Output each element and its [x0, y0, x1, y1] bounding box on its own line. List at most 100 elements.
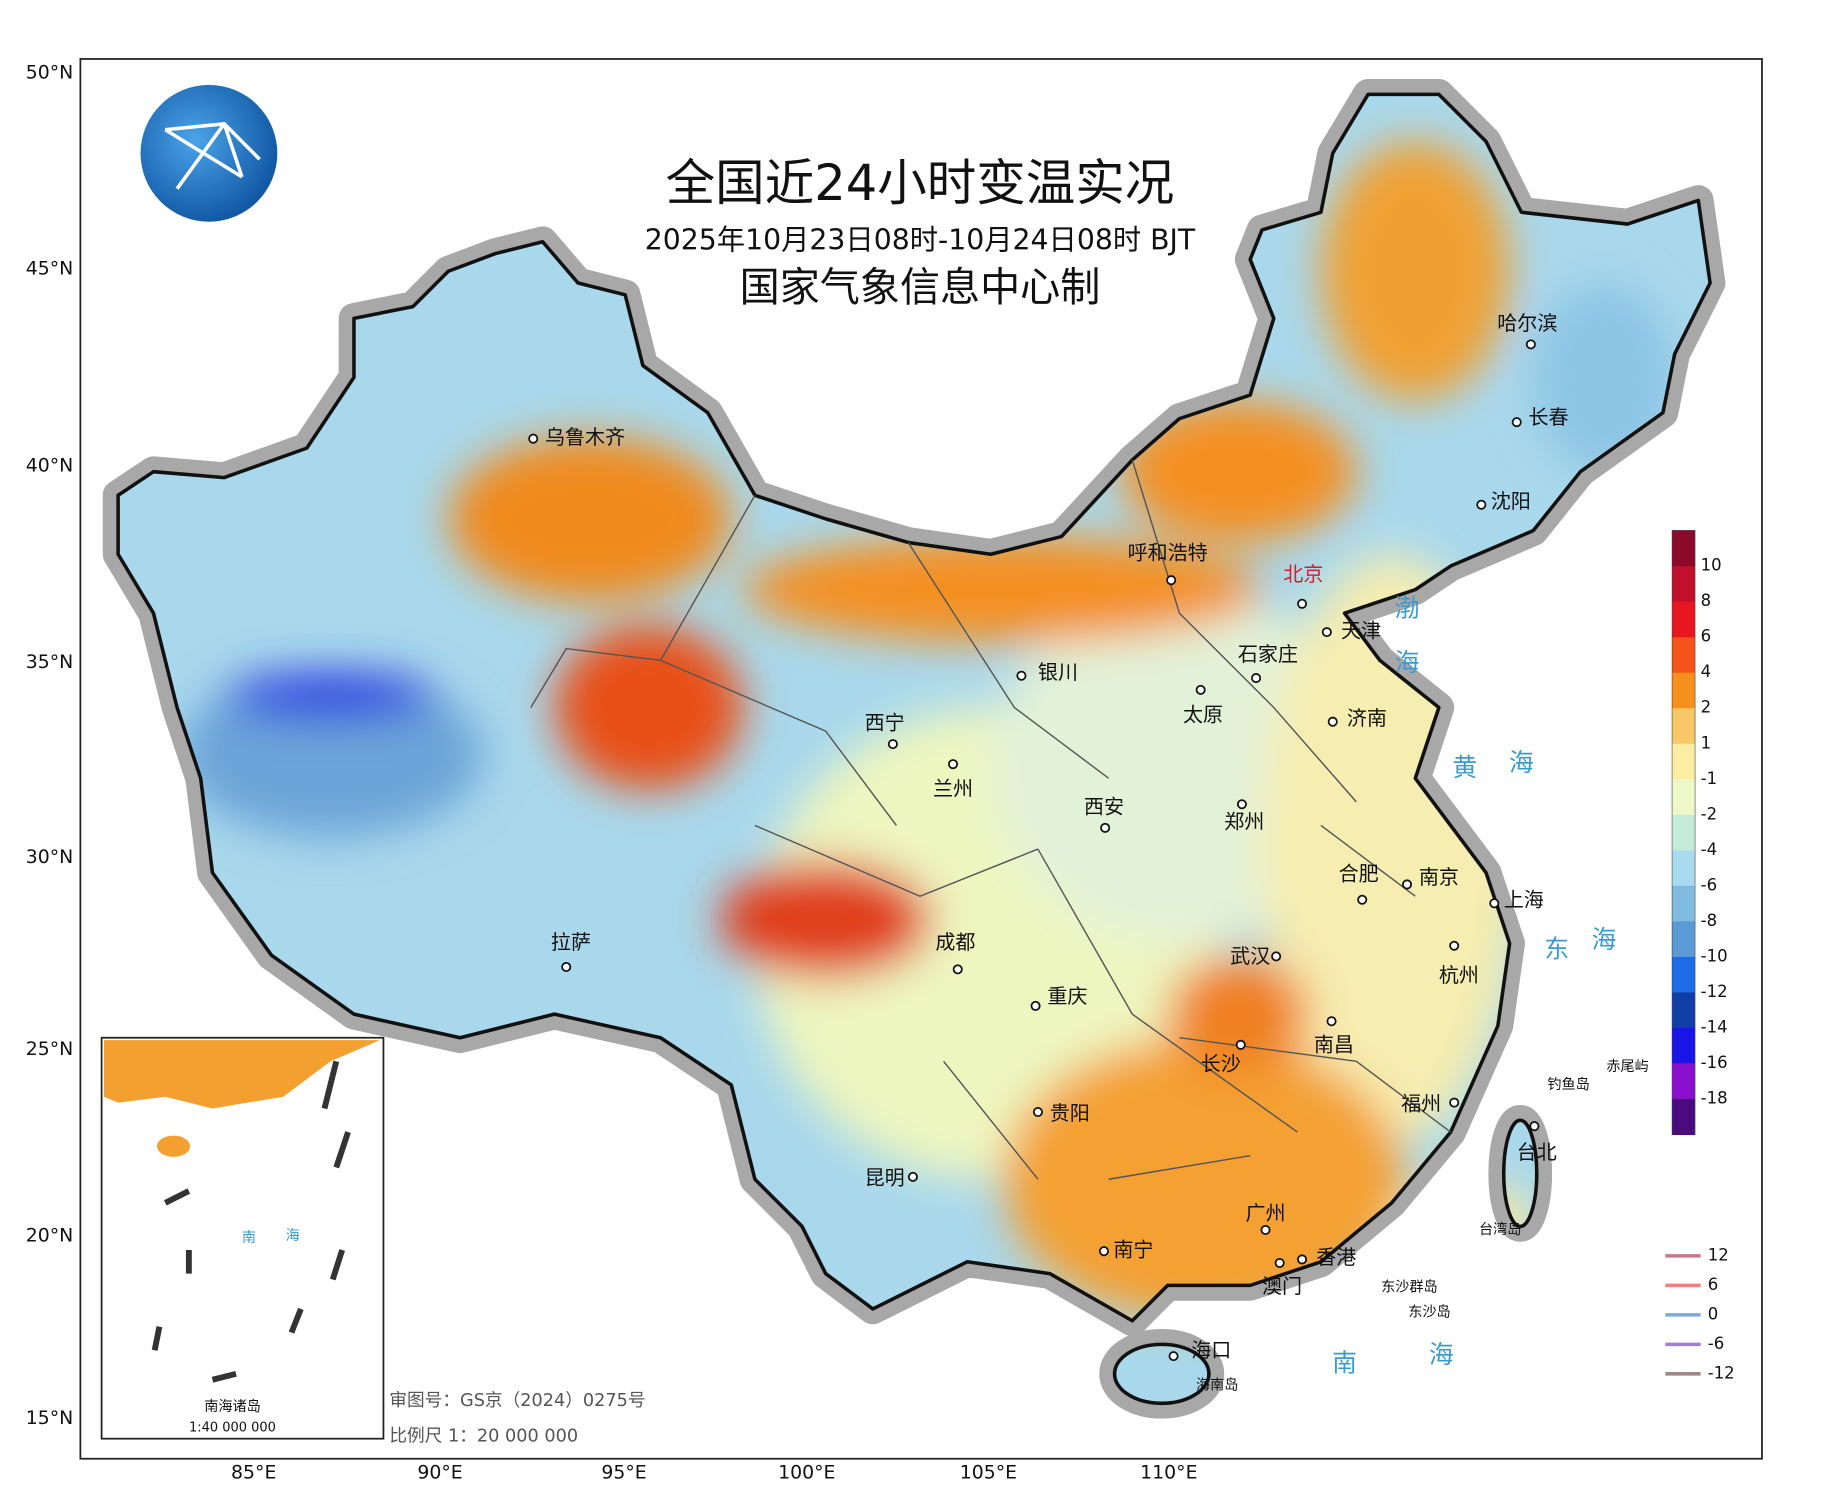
island-label: 东沙群岛 [1381, 1280, 1438, 1296]
island-label: 台湾岛 [1479, 1221, 1521, 1238]
city-label: 南宁 [1113, 1238, 1153, 1262]
water-label: 东 [1544, 934, 1569, 963]
city-dot [948, 759, 959, 770]
city-dot [1321, 627, 1332, 638]
legend-swatch [1672, 1063, 1695, 1100]
longitude-label: 105°E [960, 1461, 1017, 1483]
logo [140, 84, 278, 222]
city-label: 南昌 [1314, 1032, 1354, 1056]
legend-label: 8 [1701, 591, 1712, 610]
legend-swatch [1672, 637, 1695, 674]
water-label: 渤 [1395, 594, 1420, 623]
water-label: 海 [1395, 648, 1420, 677]
city-label: 长沙 [1201, 1051, 1241, 1075]
city-dot [1016, 670, 1027, 681]
city-label: 重庆 [1047, 984, 1087, 1008]
latitude-label: 35°N [26, 651, 74, 673]
water-label: 海 [1592, 925, 1617, 954]
legend-label: 10 [1701, 556, 1722, 575]
city-dot [1271, 951, 1282, 962]
latitude-label: 20°N [26, 1224, 74, 1246]
legend-swatch [1672, 992, 1695, 1029]
city-dot [1100, 822, 1111, 833]
latitude-label: 25°N [26, 1038, 74, 1060]
island-label: 海南岛 [1196, 1378, 1238, 1394]
latitude-label: 45°N [26, 257, 74, 279]
legend-swatch [1672, 743, 1695, 780]
legend-swatch [1672, 814, 1695, 851]
city-dot [1326, 1016, 1337, 1027]
city-dot [1402, 879, 1413, 890]
legend-swatch [1672, 1027, 1695, 1064]
longitude-label: 90°E [417, 1461, 462, 1483]
legend-swatch [1672, 1098, 1695, 1136]
island-label: 赤尾屿 [1606, 1059, 1648, 1075]
city-label: 呼和浩特 [1128, 541, 1208, 565]
city-dot [1476, 499, 1487, 510]
inset-water-label: 南 [242, 1230, 256, 1246]
map-subtitle: 2025年10月23日08时-10月24日08时 BJT [645, 224, 1196, 257]
legend-label: 1 [1701, 733, 1712, 752]
map-title: 全国近24小时变温实况 [666, 154, 1175, 212]
legend-swatch [1672, 672, 1695, 709]
legend-swatch [1672, 956, 1695, 993]
longitude-label: 100°E [778, 1461, 835, 1483]
legend-label: -4 [1701, 840, 1717, 859]
inset-scale: 1:40 000 000 [189, 1421, 276, 1436]
city-label: 香港 [1316, 1245, 1356, 1269]
legend-swatch [1672, 708, 1695, 745]
province-borders [530, 459, 1452, 1180]
legend-label: -18 [1701, 1088, 1728, 1107]
legend-swatch [1672, 530, 1695, 567]
city-dot [1357, 894, 1368, 905]
legend-label: -16 [1701, 1053, 1728, 1072]
city-dot [1529, 1121, 1540, 1132]
city-dot [1030, 1000, 1041, 1011]
city-dot [1235, 1039, 1246, 1050]
city-label: 哈尔滨 [1497, 311, 1557, 335]
city-label: 沈阳 [1491, 489, 1531, 513]
city-dot [1297, 598, 1308, 609]
island-label: 东沙岛 [1408, 1305, 1450, 1321]
legend-swatch [1672, 921, 1695, 958]
city-dot [528, 433, 539, 444]
approval-number: 审图号：GS京（2024）0275号 [389, 1390, 645, 1411]
legend-swatch [1672, 850, 1695, 887]
legend-label: -8 [1701, 911, 1717, 930]
legend-label: -10 [1701, 946, 1728, 965]
city-label: 昆明 [865, 1166, 905, 1190]
city-label: 杭州 [1439, 963, 1479, 987]
inset-name: 南海诸岛 [204, 1399, 261, 1415]
city-label: 合肥 [1339, 862, 1379, 886]
city-label: 澳门 [1262, 1274, 1302, 1298]
city-label: 北京 [1283, 562, 1323, 586]
city-dot [887, 739, 898, 750]
city-label: 济南 [1347, 706, 1387, 730]
legend-label: -1 [1701, 769, 1717, 788]
legend-label: -2 [1701, 804, 1717, 823]
city-dot [1251, 673, 1262, 684]
legend-swatch [1672, 566, 1695, 603]
city-label: 银川 [1038, 660, 1078, 684]
map-scale: 比例尺 1：20 000 000 [389, 1425, 578, 1446]
city-dot [1195, 684, 1206, 695]
inset-land [103, 1040, 380, 1383]
water-label: 海 [1429, 1340, 1454, 1369]
legend-label: 4 [1701, 662, 1712, 681]
city-label: 太原 [1183, 702, 1223, 726]
latitude-label: 50°N [26, 62, 74, 84]
city-label: 兰州 [933, 777, 973, 801]
city-dot [1260, 1224, 1271, 1235]
water-label: 黄 [1452, 753, 1477, 782]
city-dot [1236, 799, 1247, 810]
city-dot [1327, 716, 1338, 727]
city-label: 天津 [1341, 619, 1381, 643]
city-dot [952, 964, 963, 975]
legend-label: 6 [1701, 627, 1712, 646]
longitude-label: 85°E [231, 1461, 276, 1483]
legend-label: -12 [1701, 982, 1728, 1001]
city-dot [561, 961, 572, 972]
legend-swatch [1672, 779, 1695, 816]
city-label: 长春 [1528, 405, 1568, 429]
